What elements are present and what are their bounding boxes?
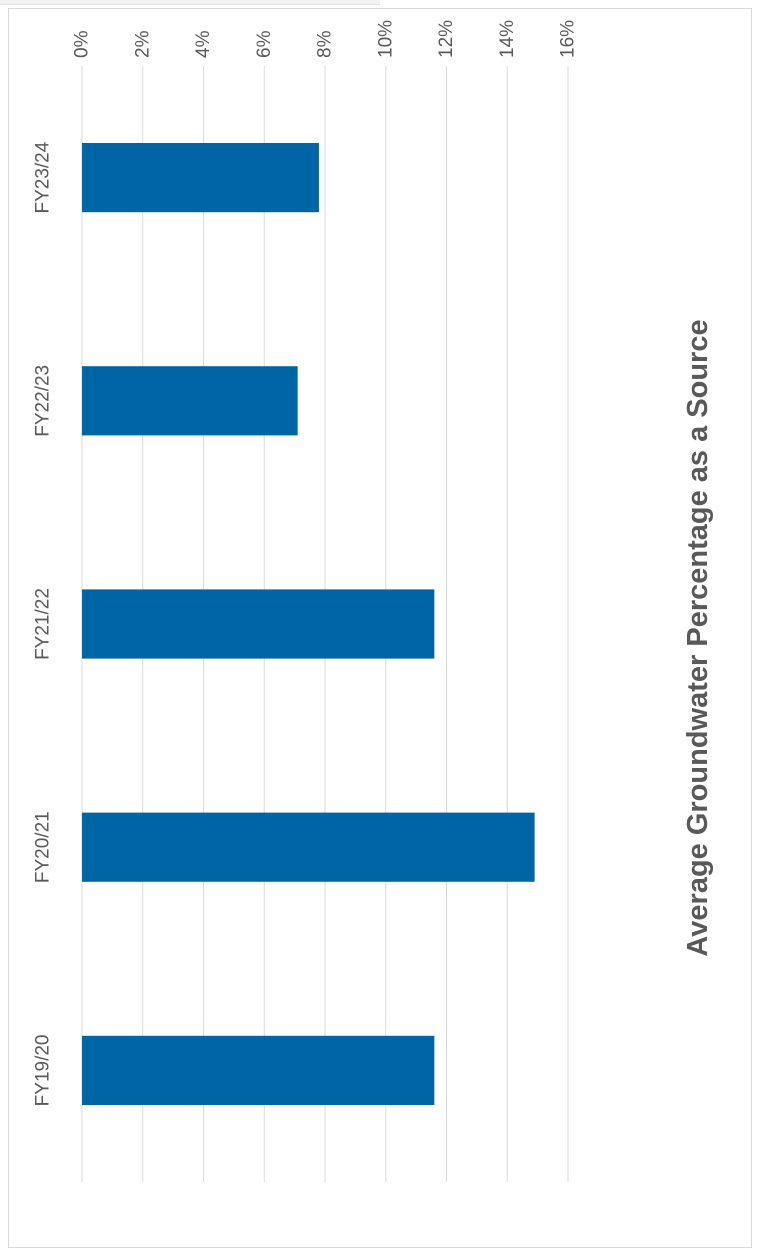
value-tick-label: 16% bbox=[558, 20, 579, 58]
bar bbox=[82, 589, 435, 659]
value-tick-label: 0% bbox=[72, 30, 93, 58]
value-tick-label: 6% bbox=[254, 30, 275, 58]
category-tick-label: FY19/20 bbox=[33, 1034, 54, 1106]
top-edge-strip bbox=[0, 0, 380, 5]
bar bbox=[82, 366, 298, 436]
value-tick-label: 8% bbox=[315, 30, 336, 58]
category-tick-label: FY20/21 bbox=[33, 811, 54, 883]
plot-area: 0% 2% 4% 6% 8% 10% 12% 14% 16% FY19/20 FY20/21 FY2… bbox=[33, 20, 714, 1182]
bar bbox=[82, 1035, 435, 1105]
category-tick-label: FY21/22 bbox=[33, 588, 54, 660]
bars bbox=[82, 143, 535, 1105]
value-tick-label: 2% bbox=[132, 30, 153, 58]
value-tick-label: 4% bbox=[193, 30, 214, 58]
value-tick-label: 14% bbox=[497, 20, 518, 58]
category-tick-label: FY23/24 bbox=[33, 141, 54, 213]
chart-title: Average Groundwater Percentage as a Sour… bbox=[682, 319, 714, 956]
value-tick-label: 12% bbox=[436, 20, 457, 58]
bar bbox=[82, 812, 535, 882]
value-axis-ticks: 0% 2% 4% 6% 8% 10% 12% 14% 16% bbox=[72, 20, 579, 58]
category-tick-label: FY22/23 bbox=[33, 365, 54, 437]
category-axis-ticks: FY19/20 FY20/21 FY21/22 FY22/23 FY23/24 bbox=[33, 141, 54, 1106]
bar bbox=[82, 143, 319, 213]
value-tick-label: 10% bbox=[375, 20, 396, 58]
